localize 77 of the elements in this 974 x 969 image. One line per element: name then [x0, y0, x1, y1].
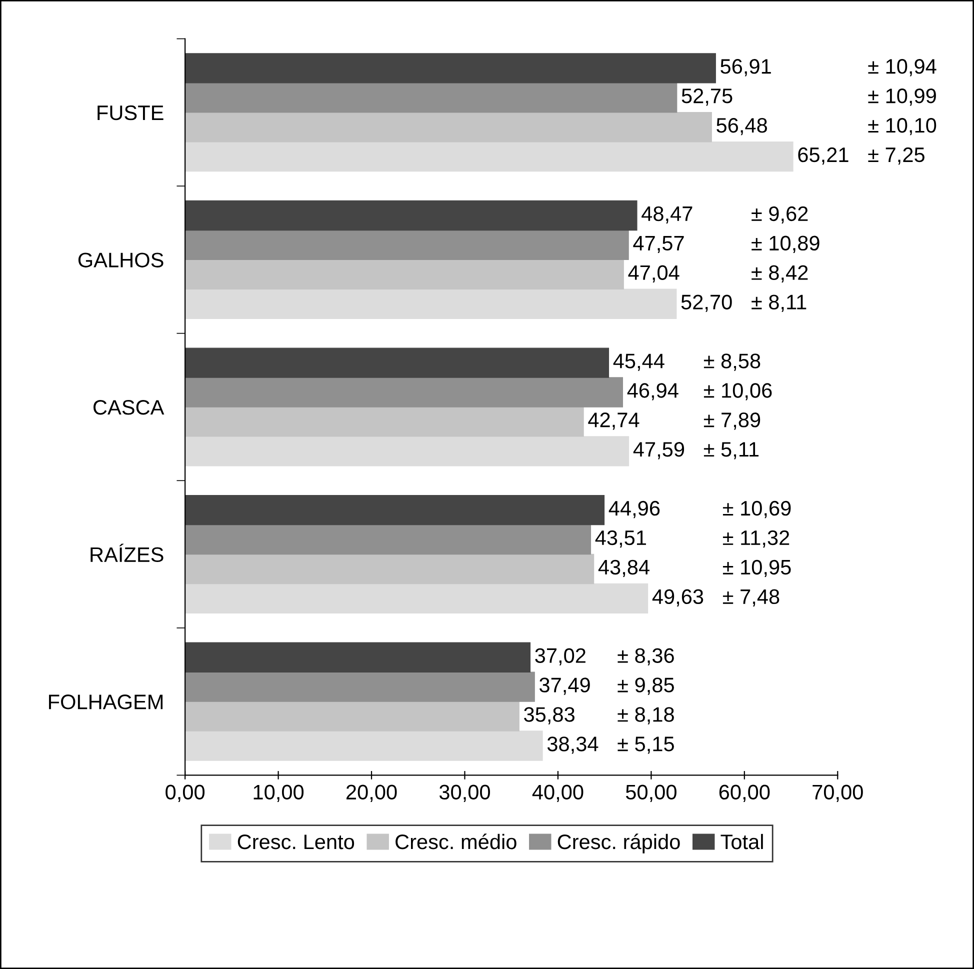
legend-label: Cresc. rápido	[558, 834, 680, 854]
bar	[185, 288, 677, 319]
bar	[185, 583, 648, 614]
bar	[185, 495, 605, 526]
data-label: 47,57	[633, 236, 684, 254]
text: ± 10,99	[868, 88, 936, 106]
annotation: ± 10,69	[722, 500, 791, 518]
bar	[185, 53, 716, 84]
bar	[185, 377, 624, 408]
legend-label: Cresc. médio	[396, 834, 516, 850]
bar	[185, 406, 584, 437]
data-label: 43,51	[595, 530, 646, 548]
x-tick-label: 20,00	[346, 784, 397, 802]
annotation: ± 7,89	[704, 412, 760, 430]
bar	[185, 436, 630, 466]
legend-label: Cresc. Lento	[238, 834, 354, 850]
data-label: 45,44	[613, 354, 664, 371]
annotation: ± 10,06	[704, 383, 772, 400]
bar	[185, 142, 794, 172]
bar	[185, 200, 638, 231]
annotation: ± 8,42	[752, 265, 808, 282]
data-label: 56,91	[720, 59, 771, 76]
annotation: ± 7,48	[722, 589, 780, 607]
bar	[185, 348, 610, 378]
data-label: 49,63	[652, 589, 704, 607]
data-label: 65,21	[798, 147, 848, 165]
y-tick-label: GALHOS	[78, 252, 164, 268]
text: ± 7,25	[868, 147, 924, 165]
data-label: 43,84	[598, 560, 650, 578]
bar	[185, 554, 594, 584]
annotation: ± 9,62	[752, 206, 808, 224]
bar	[185, 259, 624, 290]
annotation: ± 11,32	[722, 530, 790, 548]
y-tick-label: RAÍZES	[90, 544, 164, 562]
annotation: ± 10,95	[722, 560, 791, 578]
data-label: 46,94	[627, 383, 678, 400]
text: ± 10,94	[868, 59, 936, 76]
annotation: ± 8,58	[704, 354, 760, 371]
text: ± 10,10	[868, 118, 936, 136]
x-tick-label: 50,00	[626, 784, 676, 802]
data-label: 52,70	[681, 294, 732, 312]
annotation: ± 5,15	[618, 736, 674, 754]
annotation: ± 8,18	[618, 707, 674, 724]
x-tick-label: 10,00	[254, 784, 304, 802]
legend-label: Total	[720, 834, 763, 850]
annotation: ± 8,11	[752, 294, 806, 312]
y-tick-label: FOLHAGEM	[49, 694, 163, 710]
bar	[185, 642, 531, 672]
annotation: ± 10,89	[752, 236, 820, 254]
bar	[185, 730, 543, 761]
x-tick-label: 30,00	[439, 784, 490, 802]
data-label: 48,47	[642, 206, 692, 224]
bar	[185, 672, 535, 702]
bar	[185, 82, 678, 113]
bar	[185, 230, 629, 260]
bar	[185, 524, 592, 555]
annotation: ± 9,85	[618, 678, 674, 695]
x-tick-label: 40,00	[532, 784, 584, 802]
y-tick-label: FUSTE	[98, 105, 164, 120]
data-label: 47,04	[628, 265, 680, 282]
data-label: 42,74	[588, 412, 640, 430]
data-label: 38,34	[547, 736, 598, 754]
data-label: 37,49	[540, 678, 590, 695]
bar	[185, 701, 520, 732]
data-label: 44,96	[608, 500, 660, 518]
data-label: 35,83	[524, 707, 574, 724]
annotation: ± 8,36	[618, 648, 674, 666]
x-tick-label: 0,00	[166, 784, 205, 802]
y-tick-label: CASCA	[94, 400, 164, 415]
x-tick-label: 70,00	[812, 784, 863, 802]
data-label: 47,59	[633, 442, 684, 460]
data-label: 52,75	[682, 88, 732, 106]
x-tick-label: 60,00	[719, 784, 770, 802]
data-label: 37,02	[535, 648, 586, 666]
data-label: 56,48	[716, 118, 767, 136]
bar	[185, 112, 712, 142]
annotation: ± 5,11	[704, 442, 759, 460]
